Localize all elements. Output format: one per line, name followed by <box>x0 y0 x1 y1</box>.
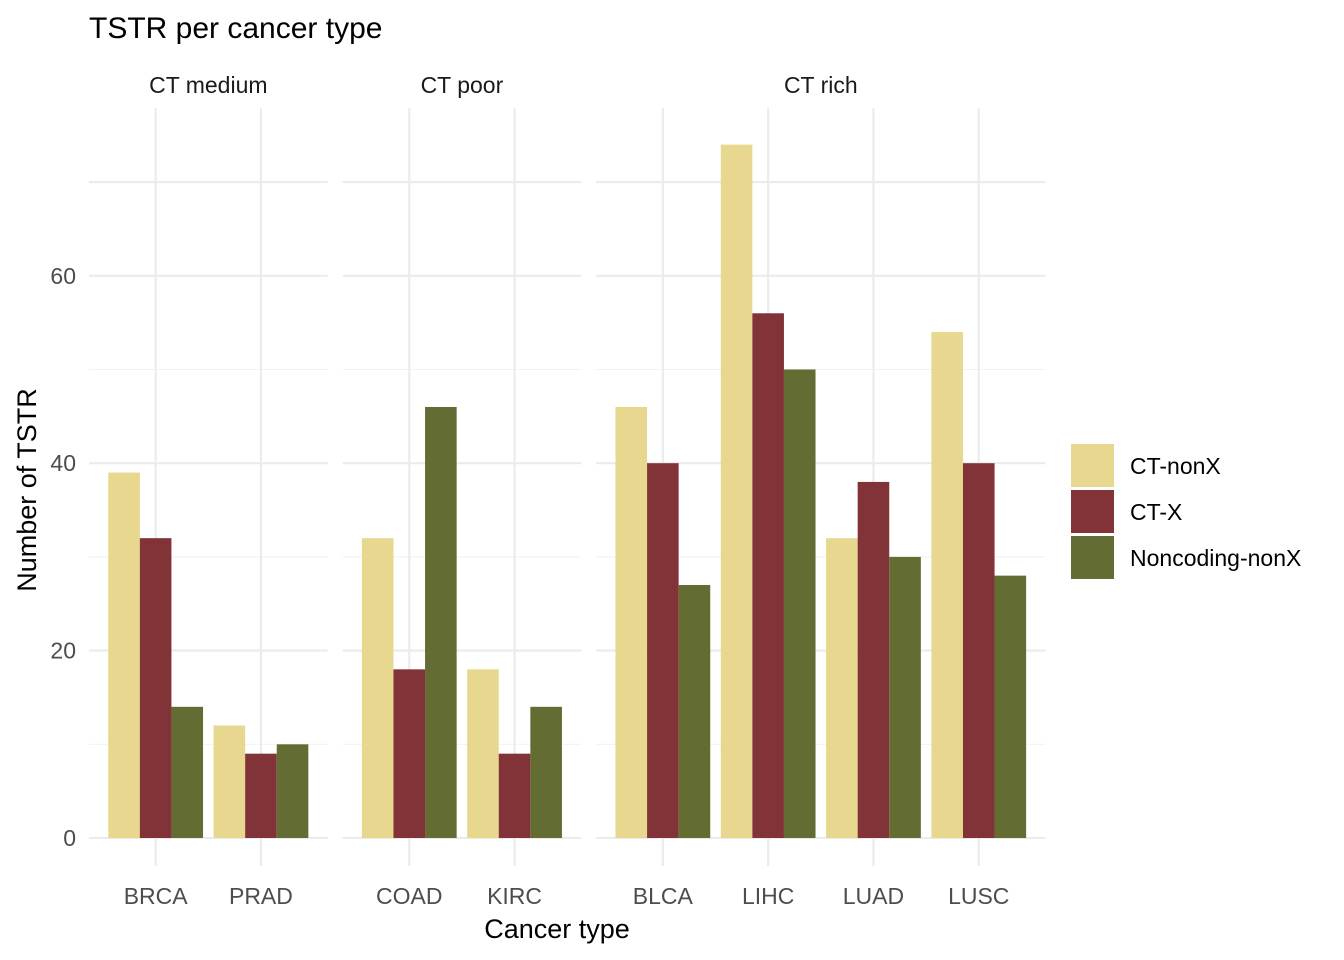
bar-lihc-ct-nonx <box>720 144 753 838</box>
legend-key <box>1071 536 1114 579</box>
chart-title: TSTR per cancer type <box>89 12 382 45</box>
bar-kirc-ct-x <box>498 753 531 838</box>
legend-key <box>1071 444 1114 487</box>
bar-brca-ct-nonx <box>108 472 140 838</box>
y-tick-label: 0 <box>63 825 76 851</box>
bar-kirc-noncoding-nonx <box>530 706 562 838</box>
x-axis-title: Cancer type <box>484 914 630 944</box>
bar-brca-noncoding-nonx <box>171 706 204 838</box>
facet-label: CT rich <box>784 72 858 98</box>
bar-blca-ct-x <box>647 463 679 838</box>
y-tick-label: 20 <box>50 638 76 664</box>
legend: CT-nonX CT-X Noncoding-nonX <box>1071 444 1301 579</box>
bar-lihc-ct-x <box>752 313 784 838</box>
bar-luad-noncoding-nonx <box>889 556 921 838</box>
x-tick-label: PRAD <box>229 883 293 909</box>
x-tick-label: BRCA <box>124 883 189 909</box>
facet-label: CT poor <box>421 72 504 98</box>
x-tick-label: LIHC <box>742 883 794 909</box>
x-tick-label: KIRC <box>487 883 542 909</box>
bar-coad-ct-nonx <box>361 538 394 838</box>
bar-luad-ct-x <box>857 481 890 838</box>
bar-prad-noncoding-nonx <box>276 744 309 838</box>
facet-panel: CT poor COAD KIRC <box>342 72 582 909</box>
bar-brca-ct-x <box>139 538 172 838</box>
plot-area: CT medium BRCA PRAD CT poor COAD KIRC CT rich B… <box>50 72 1046 909</box>
legend-label: Noncoding-nonX <box>1130 545 1301 571</box>
y-axis-title: Number of TSTR <box>12 388 42 592</box>
bar-coad-ct-x <box>393 669 426 838</box>
bar-coad-noncoding-nonx <box>425 406 457 838</box>
facet-panel: CT medium BRCA PRAD <box>89 72 328 909</box>
bar-prad-ct-nonx <box>213 725 246 838</box>
bar-lusc-ct-nonx <box>931 332 963 838</box>
x-tick-label: LUAD <box>843 883 904 909</box>
x-tick-label: BLCA <box>633 883 694 909</box>
y-tick-label: 40 <box>50 450 76 476</box>
bar-prad-ct-x <box>245 753 277 838</box>
x-tick-label: LUSC <box>948 883 1009 909</box>
bar-luad-ct-nonx <box>826 538 858 838</box>
bar-lihc-noncoding-nonx <box>783 369 816 838</box>
bar-blca-ct-nonx <box>615 406 648 838</box>
bar-lusc-ct-x <box>962 463 995 838</box>
bar-blca-noncoding-nonx <box>678 585 711 838</box>
bar-kirc-ct-nonx <box>467 669 499 838</box>
bar-lusc-noncoding-nonx <box>994 575 1027 838</box>
legend-label: CT-nonX <box>1130 453 1221 479</box>
x-tick-label: COAD <box>376 883 442 909</box>
legend-key <box>1071 490 1114 533</box>
facet-label: CT medium <box>149 72 267 98</box>
facet-panel: CT rich BLCA LIHC LUAD LUSC <box>596 72 1046 909</box>
legend-label: CT-X <box>1130 499 1182 525</box>
y-tick-label: 60 <box>50 263 76 289</box>
